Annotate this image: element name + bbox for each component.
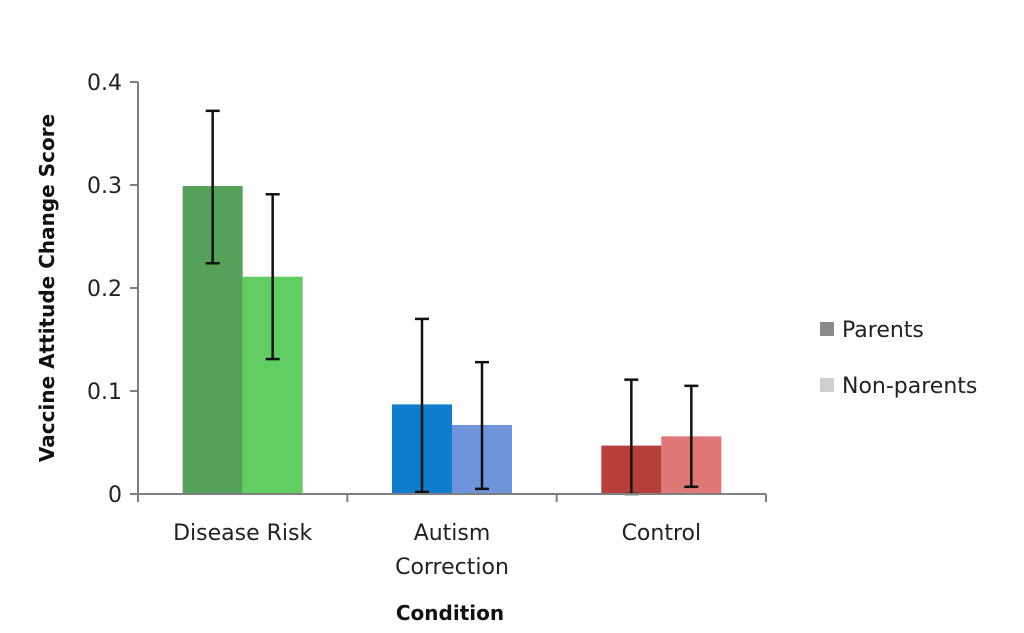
x-category-label-line: Correction [395, 555, 509, 580]
error-bar-non-parents-1 [475, 360, 489, 491]
legend-item-non-parents: Non-parents [820, 374, 977, 399]
y-tick-label: 0 [108, 483, 122, 508]
error-bar-non-parents-2 [684, 384, 699, 489]
y-tick-label: 0.1 [87, 380, 122, 405]
legend-label: Parents [842, 318, 924, 343]
x-category-label-line: Disease Risk [173, 521, 312, 546]
x-axis-title: Condition [396, 601, 504, 625]
x-categories-layer: Disease Risk Autism Correction Control [173, 521, 701, 580]
legend-swatch [820, 322, 834, 336]
legend-swatch [820, 378, 834, 392]
y-axis-title: Vaccine Attitude Change Score [35, 114, 59, 462]
x-category-label-2: Control [622, 521, 702, 546]
y-tick-label: 0.4 [87, 71, 122, 96]
x-category-label-1: Autism Correction [395, 521, 509, 580]
error-bar-parents-1 [415, 317, 429, 494]
legend: Parents Non-parents [820, 318, 977, 399]
error-bars-layer [205, 109, 699, 496]
x-category-label-line: Autism [414, 521, 491, 546]
y-tick-label: 0.2 [87, 277, 122, 302]
y-tick-label: 0.3 [87, 174, 122, 199]
x-category-label-line: Control [622, 521, 702, 546]
legend-label: Non-parents [842, 374, 977, 399]
legend-item-parents: Parents [820, 318, 924, 343]
bars-layer [182, 186, 722, 494]
error-bar-parents-0 [205, 109, 220, 265]
x-category-label-0: Disease Risk [173, 521, 312, 546]
error-bar-non-parents-0 [265, 193, 280, 361]
y-ticks-layer: 0 0.1 0.2 0.3 0.4 [87, 71, 138, 508]
